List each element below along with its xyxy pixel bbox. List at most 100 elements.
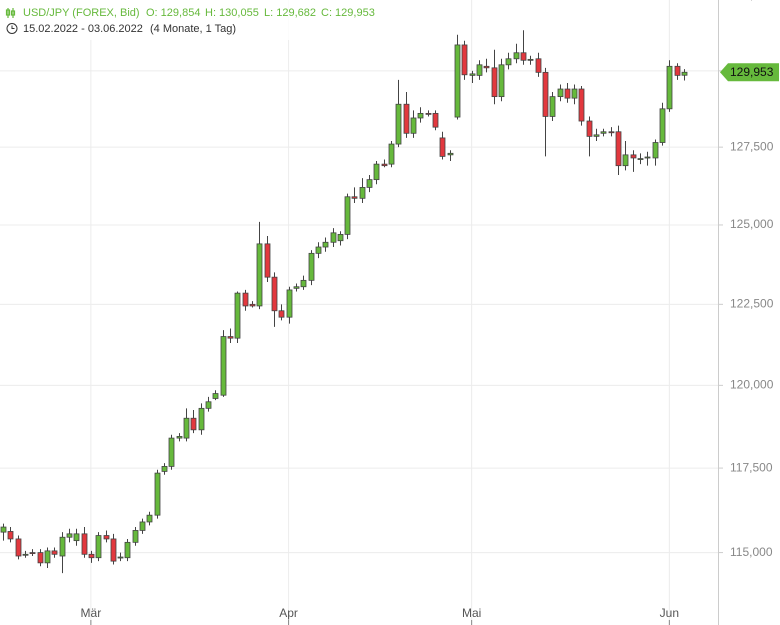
candle-body xyxy=(220,336,227,396)
y-tick-label: 122,500 xyxy=(730,297,774,311)
candle-body xyxy=(73,533,80,542)
clock-icon xyxy=(6,23,18,34)
candle-body xyxy=(88,553,95,559)
grid xyxy=(0,0,718,625)
candle-body xyxy=(81,533,88,555)
candle-body xyxy=(659,108,666,143)
low-label: L: 129,682 xyxy=(264,7,316,19)
candle-body xyxy=(608,131,615,134)
candle-body xyxy=(51,550,58,555)
candle-body xyxy=(22,553,29,556)
candle-body xyxy=(278,310,285,318)
candle-body xyxy=(674,65,681,76)
last-price-label: 129,953 xyxy=(730,65,774,79)
candle-body xyxy=(491,67,498,98)
candle-body xyxy=(139,521,146,531)
candle-body xyxy=(681,71,688,76)
candle-body xyxy=(132,530,139,543)
candle-body xyxy=(425,112,432,115)
candle-body xyxy=(293,286,300,289)
candle-body xyxy=(176,436,183,439)
candle-body xyxy=(644,156,651,159)
candle-body xyxy=(542,71,549,117)
candle-body xyxy=(366,179,373,188)
x-tick-label: Mai xyxy=(462,606,481,620)
candle-body xyxy=(513,52,520,60)
candle-body xyxy=(44,550,51,564)
candle-body xyxy=(15,538,22,557)
candle-body xyxy=(395,103,402,145)
y-tick-label: 127,500 xyxy=(730,139,774,153)
axis: 115,000 117,500 120,000 122,500 125,000 127,5… xyxy=(81,0,779,625)
candle-body xyxy=(359,187,366,199)
candle-body xyxy=(146,514,153,523)
candle-icon xyxy=(5,8,16,18)
candle-body xyxy=(168,437,175,467)
candle-body xyxy=(622,154,629,167)
candle-body xyxy=(330,232,337,243)
candle-body xyxy=(571,88,578,99)
candle-body xyxy=(344,196,351,235)
candle-body xyxy=(315,246,322,254)
candle-body xyxy=(447,152,454,156)
candle-body xyxy=(417,112,424,119)
high-label: H: 130,055 xyxy=(205,7,259,19)
close-label: C: 129,953 xyxy=(321,7,375,19)
x-tick-label: Apr xyxy=(279,606,298,620)
candle-body xyxy=(95,535,102,559)
candle-body xyxy=(483,65,490,69)
candle-body xyxy=(183,417,190,439)
candle-body xyxy=(117,556,124,559)
candle-body xyxy=(103,535,110,540)
candle-body xyxy=(59,536,66,557)
candle-body xyxy=(578,88,585,122)
period: (4 Monate, 1 Tag) xyxy=(150,23,236,35)
candle-body xyxy=(0,526,7,533)
candle-body xyxy=(110,538,117,562)
candle-body xyxy=(615,131,622,167)
candle-body xyxy=(198,407,205,431)
candle-body xyxy=(652,142,659,159)
open-label: O: 129,854 xyxy=(146,7,200,19)
candle-body xyxy=(37,552,44,564)
candle-body xyxy=(154,472,161,516)
candle-body xyxy=(373,163,380,181)
y-tick-label: 125,000 xyxy=(730,217,774,231)
candle-body xyxy=(212,393,219,399)
candle-body xyxy=(227,336,234,339)
candle-body xyxy=(249,303,256,307)
candle-body xyxy=(439,137,446,157)
candles xyxy=(0,30,688,574)
candle-body xyxy=(535,58,542,73)
candle-body xyxy=(432,112,439,128)
candle-body xyxy=(351,196,358,199)
y-tick-label: 117,500 xyxy=(730,460,773,474)
header-bg xyxy=(0,0,390,40)
candle-body xyxy=(461,44,468,76)
candle-body xyxy=(527,58,534,61)
candle-body xyxy=(242,292,249,307)
candle-body xyxy=(66,533,73,538)
candle-body xyxy=(322,241,329,248)
candle-body xyxy=(381,163,388,167)
candle-body xyxy=(190,417,197,431)
candle-body xyxy=(666,65,673,110)
y-tick-label: 132,500 xyxy=(730,0,774,2)
x-tick-label: Mär xyxy=(81,606,102,620)
candle-body xyxy=(637,158,644,160)
candle-body xyxy=(264,243,271,278)
candle-body xyxy=(124,541,131,559)
date-range: 15.02.2022 - 03.06.2022 xyxy=(23,23,143,35)
candle-body xyxy=(234,292,241,339)
candle-body xyxy=(454,44,461,118)
header: USD/JPY (FOREX, Bid) O: 129,854 H: 130,0… xyxy=(0,0,390,40)
candle-body xyxy=(630,154,637,159)
candle-body xyxy=(586,120,593,137)
candle-body xyxy=(600,131,607,134)
candle-body xyxy=(549,96,556,117)
y-tick-label: 115,000 xyxy=(730,545,773,559)
candle-body xyxy=(29,552,36,554)
candle-body xyxy=(7,531,14,540)
candle-body xyxy=(161,466,168,472)
